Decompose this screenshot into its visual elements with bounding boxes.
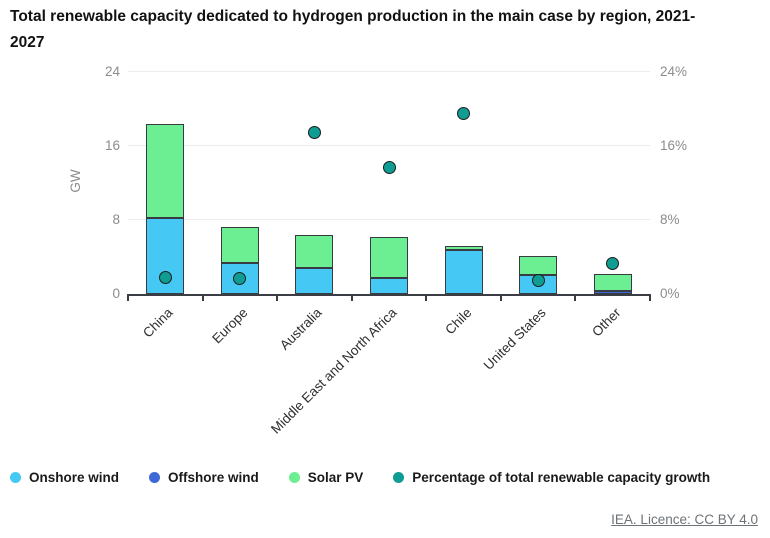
x-axis-label-middle-east-and-north-africa: Middle East and North Africa (268, 305, 400, 437)
legend: Onshore wind Offshore wind Solar PV Percent… (10, 470, 766, 485)
y-axis-tick-label: 0 (112, 286, 120, 301)
x-axis-tick (127, 294, 129, 301)
x-axis-tick (574, 294, 577, 301)
percentage-dot-united-states[interactable] (531, 273, 545, 287)
bar-segment-solar-pv-europe[interactable] (220, 227, 259, 263)
percentage-dot-china[interactable] (158, 270, 172, 284)
bar-segment-solar-pv-other[interactable] (593, 273, 632, 292)
y-axis-tick-label: 16 (104, 138, 120, 153)
x-axis-label-australia: Australia (277, 305, 326, 353)
percentage-dot-middle-east-and-north-africa[interactable] (382, 160, 396, 174)
x-axis-label-chile: Chile (441, 305, 475, 338)
bar-segment-solar-pv-chile[interactable] (444, 245, 483, 250)
bar-segment-solar-pv-united-states[interactable] (519, 256, 558, 275)
x-axis-label-china: China (140, 305, 176, 341)
legend-swatch-offshore-wind-icon (149, 472, 161, 483)
bar-segment-onshore-wind-australia[interactable] (295, 268, 334, 294)
gridline-8 (128, 219, 650, 220)
x-axis-tick (499, 294, 502, 301)
bar-segment-solar-pv-australia[interactable] (295, 234, 334, 269)
bar-segment-solar-pv-middle-east-and-north-africa[interactable] (370, 236, 408, 279)
percent-axis-tick-label: 0% (660, 286, 680, 301)
bar-segment-solar-pv-china[interactable] (146, 123, 185, 219)
x-axis-tick (201, 294, 204, 301)
gridline-16 (128, 145, 650, 146)
x-axis-tick (350, 294, 353, 301)
legend-label: Percentage of total renewable capacity g… (412, 470, 711, 485)
plot-area (127, 71, 651, 301)
legend-swatch-percentage-of-total-renewable-capacity-growth-icon (393, 472, 405, 483)
chart-title: Total renewable capacity dedicated to hy… (10, 8, 696, 51)
bar-segment-offshore-wind-other[interactable] (593, 291, 632, 294)
percent-axis-tick-label: 8% (660, 212, 680, 227)
x-axis-label-europe: Europe (209, 305, 251, 347)
percentage-dot-other[interactable] (606, 256, 620, 270)
x-axis-tick (649, 294, 651, 301)
x-axis-line (128, 294, 650, 296)
percentage-dot-australia[interactable] (307, 125, 321, 139)
gridline-24 (128, 71, 650, 72)
source-link[interactable]: IEA. Licence: CC BY 4.0 (611, 512, 758, 527)
legend-item-offshore-wind[interactable]: Offshore wind (149, 470, 259, 485)
percentage-dot-chile[interactable] (457, 107, 471, 121)
footer: IEA. Licence: CC BY 4.0 (611, 511, 758, 529)
x-axis-tick (425, 294, 428, 301)
y-axis-tick-label: 24 (104, 64, 120, 79)
y-axis-tick-label: 8 (112, 212, 120, 227)
x-axis-label-united-states: United States (480, 305, 549, 373)
legend-swatch-onshore-wind-icon (10, 472, 21, 483)
legend-swatch-solar-pv-icon (288, 472, 300, 483)
percent-axis-tick-label: 24% (660, 64, 688, 79)
x-axis-label-other: Other (588, 305, 624, 340)
legend-label: Offshore wind (168, 470, 259, 485)
legend-label: Solar PV (307, 470, 364, 485)
legend-item-onshore-wind[interactable]: Onshore wind (10, 470, 119, 485)
legend-label: Onshore wind (29, 470, 120, 485)
legend-item-percentage-of-total-renewable-capacity-growth[interactable]: Percentage of total renewable capacity g… (393, 470, 710, 485)
percent-axis-tick-label: 16% (660, 138, 688, 153)
y-axis-title: GW (68, 169, 83, 193)
percentage-dot-europe[interactable] (233, 271, 247, 285)
legend-item-solar-pv[interactable]: Solar PV (288, 470, 364, 485)
bar-segment-onshore-wind-middle-east-and-north-africa[interactable] (370, 278, 408, 294)
x-axis-tick (276, 294, 279, 301)
bar-segment-onshore-wind-chile[interactable] (444, 249, 483, 294)
